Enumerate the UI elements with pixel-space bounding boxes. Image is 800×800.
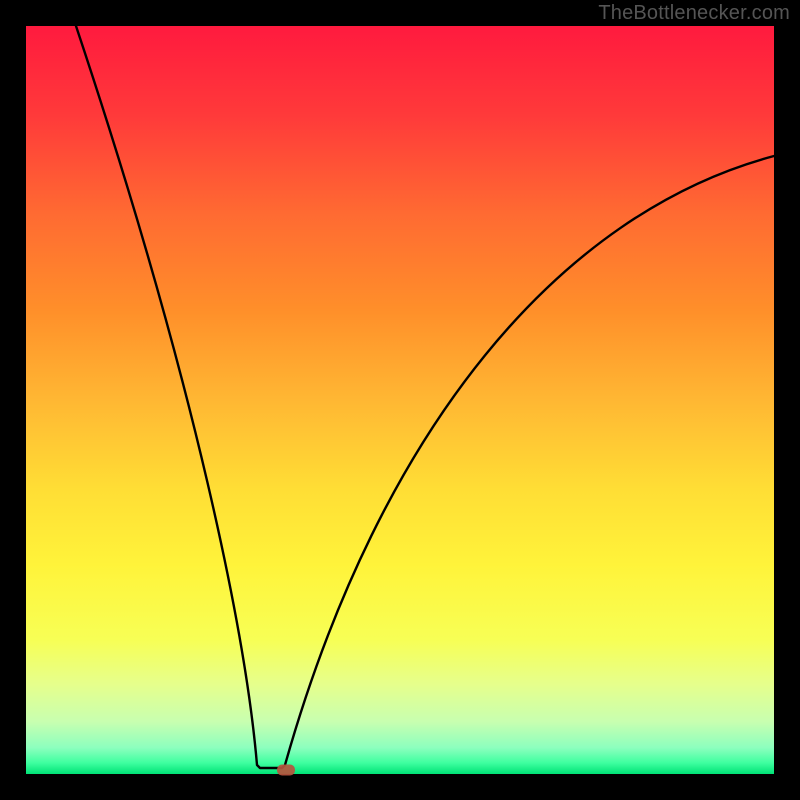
bottleneck-chart: [0, 0, 800, 800]
chart-stage: TheBottlenecker.com: [0, 0, 800, 800]
gradient-background: [26, 26, 774, 774]
watermark-text: TheBottlenecker.com: [598, 2, 790, 25]
optimum-marker: [277, 765, 295, 776]
